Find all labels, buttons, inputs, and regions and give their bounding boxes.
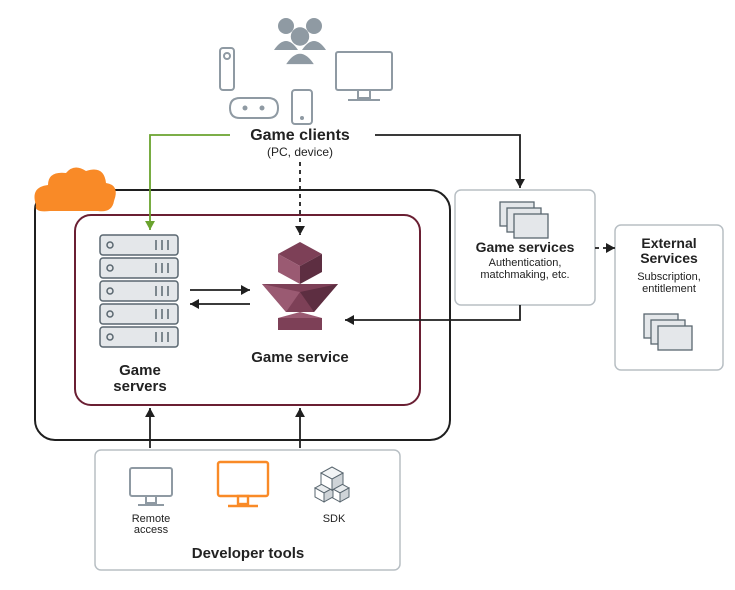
server-unit <box>100 235 178 255</box>
person-icon <box>306 18 322 34</box>
arrow-head <box>606 243 615 253</box>
sdk-label: SDK <box>323 513 346 525</box>
person-icon <box>278 18 294 34</box>
remote-access-label: Remoteaccess <box>132 513 171 536</box>
cloud-icon <box>35 167 116 211</box>
console-icon <box>220 48 234 90</box>
developer-tools-title: Developer tools <box>192 545 305 562</box>
external-services-title: ExternalServices <box>640 235 698 266</box>
clients-to-services <box>375 135 520 188</box>
game-service-label: Game service <box>251 349 349 366</box>
windows-icon <box>514 214 548 238</box>
server-unit <box>100 281 178 301</box>
outer-container <box>35 190 450 440</box>
server-unit <box>100 258 178 278</box>
game-services-subtitle: Authentication,matchmaking, etc. <box>480 257 569 281</box>
architecture-diagram: Game clients(PC, device) Gameservers Game … <box>0 0 735 590</box>
monitor-icon <box>336 52 392 90</box>
person-icon <box>291 27 309 45</box>
windows-icon <box>658 326 692 350</box>
external-services-subtitle: Subscription,entitlement <box>637 271 701 295</box>
game-servers-label: Gameservers <box>113 362 166 395</box>
gamepad-icon <box>230 98 278 118</box>
game-clients-title: Game clients <box>250 127 350 144</box>
game-services-title: Game services <box>476 239 575 255</box>
server-unit <box>100 327 178 347</box>
server-unit <box>100 304 178 324</box>
arrow-head <box>515 179 525 188</box>
game-clients-subtitle: (PC, device) <box>267 145 333 159</box>
